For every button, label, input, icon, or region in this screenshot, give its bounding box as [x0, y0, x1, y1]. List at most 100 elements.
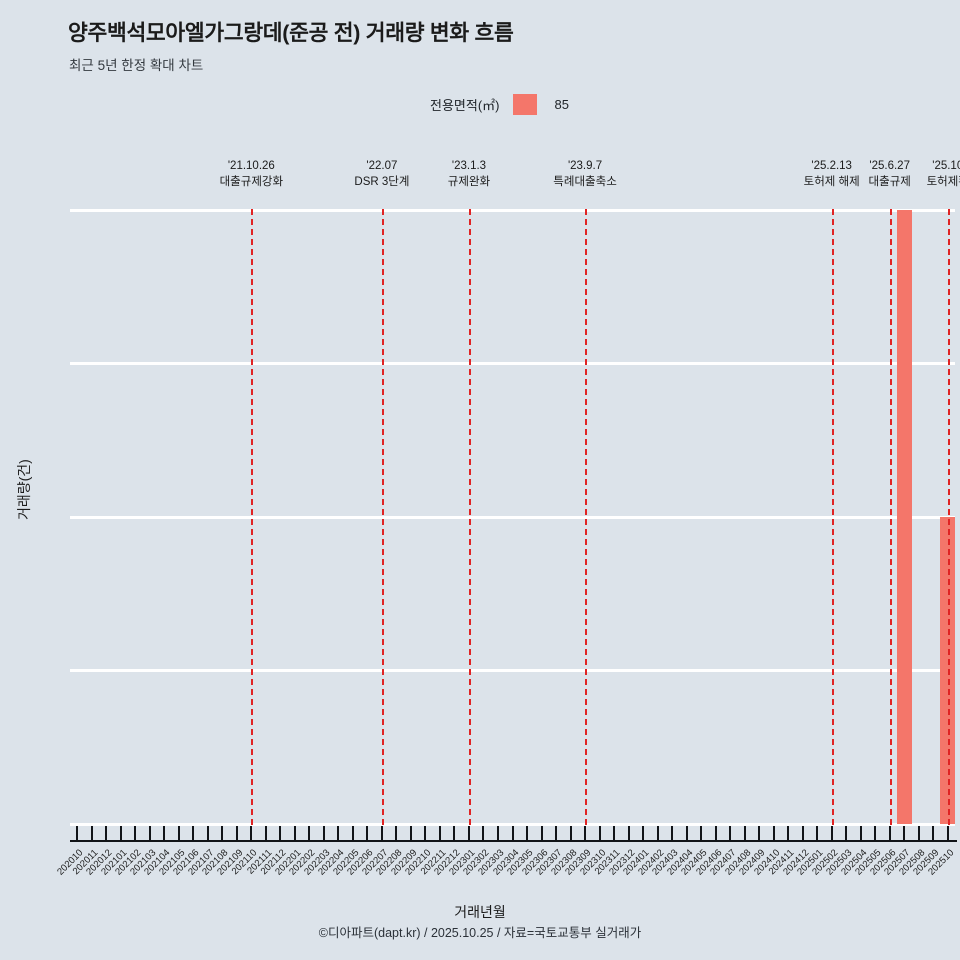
x-tick — [235, 826, 238, 840]
x-tick — [714, 826, 717, 840]
event-date: '21.10.26 — [227, 160, 275, 172]
x-tick — [700, 826, 703, 840]
x-tick — [322, 826, 325, 840]
chart-title: 양주백석모아엘가그랑데(준공 전) 거래량 변화 흐름 — [68, 21, 514, 45]
event-line-202110 — [251, 209, 254, 825]
x-tick — [250, 826, 253, 840]
x-tick — [293, 826, 296, 840]
legend-title: 전용면적(㎡) — [430, 97, 500, 113]
x-tick — [874, 826, 877, 840]
x-tick — [395, 826, 398, 840]
x-tick — [308, 826, 311, 840]
x-tick — [540, 826, 543, 840]
x-tick — [409, 826, 412, 840]
event-date: '23.9.7 — [567, 160, 603, 172]
x-tick — [221, 826, 224, 840]
gridline — [70, 669, 955, 672]
event-date: '23.1.3 — [451, 160, 487, 172]
x-tick — [511, 826, 514, 840]
event-line-202301 — [468, 209, 471, 825]
x-tick — [801, 826, 804, 840]
x-tick — [555, 826, 558, 840]
x-tick — [453, 826, 456, 840]
event-annotation-202506: '25.6.27 대출규제 — [869, 158, 911, 190]
x-tick — [163, 826, 166, 840]
x-tick — [758, 826, 761, 840]
x-tick — [177, 826, 180, 840]
event-annotation-202510: '25.10 토허제확 — [927, 158, 960, 190]
x-tick — [598, 826, 601, 840]
x-tick — [888, 826, 891, 840]
x-tick — [366, 826, 369, 840]
event-line-202207 — [381, 209, 384, 825]
event-name: 대출규제 — [868, 176, 911, 188]
bar-202507[interactable] — [896, 210, 912, 824]
x-tick — [816, 826, 819, 840]
x-tick — [743, 826, 746, 840]
x-tick — [830, 826, 833, 840]
x-tick — [569, 826, 572, 840]
x-tick — [627, 826, 630, 840]
x-tick — [105, 826, 108, 840]
event-line-202506 — [889, 209, 892, 825]
event-line-202510 — [947, 209, 950, 825]
legend-label-85: 85 — [554, 96, 569, 112]
x-tick — [134, 826, 137, 840]
event-date: '25.6.27 — [869, 160, 910, 172]
event-date: '25.10 — [932, 160, 960, 172]
event-annotation-202207: '22.07 DSR 3단계 — [354, 158, 409, 190]
x-tick — [337, 826, 340, 840]
x-tick — [903, 826, 906, 840]
x-tick — [671, 826, 674, 840]
x-tick — [76, 826, 79, 840]
x-tick — [685, 826, 688, 840]
event-name: 규제완화 — [447, 176, 491, 188]
x-tick — [119, 826, 122, 840]
event-name: 특례대출축소 — [553, 176, 617, 188]
gridline — [70, 822, 955, 826]
x-tick — [90, 826, 93, 840]
x-tick — [467, 826, 470, 840]
x-tick — [932, 826, 935, 840]
event-name: 대출규제강화 — [219, 176, 284, 188]
x-tick — [192, 826, 195, 840]
y-axis-title: 거래량(건) — [16, 459, 32, 520]
x-tick — [424, 826, 427, 840]
x-tick — [148, 826, 151, 840]
legend-swatch-85 — [512, 93, 537, 115]
gridline — [70, 208, 955, 212]
event-annotation-202110: '21.10.26 대출규제강화 — [220, 158, 283, 190]
x-tick — [729, 826, 732, 840]
event-date: '22.07 — [366, 160, 398, 172]
x-tick — [279, 826, 282, 840]
event-annotation-202301: '23.1.3 규제완화 — [448, 158, 490, 190]
gridline — [70, 515, 955, 519]
x-tick — [380, 826, 383, 840]
x-tick — [526, 826, 528, 840]
x-tick — [917, 826, 920, 840]
x-tick — [787, 826, 790, 840]
chart-footer: ©디아파트(dapt.kr) / 2025.10.25 / 자료=국토교통부 실… — [318, 926, 642, 940]
x-axis-title: 거래년월 — [454, 904, 506, 920]
x-tick — [584, 826, 587, 840]
x-tick — [482, 826, 485, 840]
x-tick — [264, 826, 267, 840]
chart-subtitle: 최근 5년 한정 확대 차트 — [69, 58, 204, 73]
gridline — [70, 362, 955, 365]
x-tick — [642, 826, 645, 840]
x-tick — [946, 826, 949, 840]
event-name: 토허제 해제 — [803, 176, 860, 188]
x-tick — [845, 826, 848, 840]
x-tick — [772, 826, 775, 840]
plot-area — [70, 208, 956, 826]
x-axis-line — [70, 840, 957, 842]
chart-legend: 전용면적(㎡) 85 — [430, 93, 569, 115]
x-tick — [496, 826, 499, 840]
event-name: 토허제확 — [926, 176, 960, 188]
x-tick — [438, 826, 441, 840]
x-tick — [859, 826, 862, 840]
x-tick — [613, 826, 616, 840]
x-tick — [206, 826, 209, 840]
event-name: DSR 3단계 — [354, 176, 410, 188]
